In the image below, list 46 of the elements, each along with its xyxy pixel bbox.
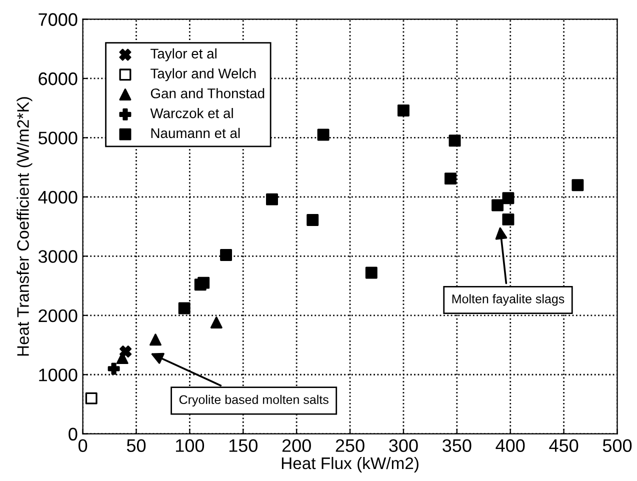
y-tick-label: 5000 — [38, 132, 78, 144]
point — [317, 128, 330, 141]
legend-label: Taylor and Welch — [150, 68, 256, 82]
point — [220, 248, 232, 261]
y-tick-label: 6000 — [38, 72, 78, 86]
x-axis-title: Heat Flux (kW/m2) — [282, 456, 418, 472]
point — [572, 179, 584, 192]
point — [444, 172, 456, 185]
point — [397, 104, 410, 116]
x-tick-label: 450 — [549, 439, 578, 452]
y-axis-title: Heat Transfer Coefficient (W/m2*K) — [16, 97, 32, 356]
point — [210, 316, 222, 328]
point — [365, 266, 378, 279]
y-tick-label: 3000 — [38, 250, 78, 263]
point — [306, 214, 319, 226]
legend-label: Naumann et al — [151, 128, 240, 138]
x-tick-label: 0 — [78, 439, 88, 452]
y-tick-label: 1000 — [39, 368, 78, 382]
y-tick-label: 0 — [68, 428, 78, 441]
x-tick-label: 400 — [496, 439, 525, 452]
x-tick-label: 250 — [336, 439, 364, 452]
y-tick-label: 4000 — [38, 190, 78, 204]
annotation: Molten fayalite slags — [452, 294, 564, 306]
legend-label: Gan and Thonstad — [150, 88, 264, 98]
point — [150, 334, 162, 346]
point — [502, 213, 514, 226]
x-tick-label: 500 — [602, 439, 632, 452]
point — [198, 276, 210, 289]
point — [448, 134, 461, 147]
point — [502, 192, 514, 204]
point — [492, 199, 504, 212]
legend-label: Warczok et al — [150, 108, 233, 118]
y-tick-label: 7000 — [38, 13, 78, 26]
x-tick-label: 200 — [282, 439, 311, 452]
y-tick-label: 2000 — [38, 309, 78, 322]
point — [178, 302, 190, 314]
x-tick-label: 350 — [442, 439, 472, 452]
annotation: Cryolite based molten salts — [179, 394, 328, 407]
point — [108, 362, 120, 375]
x-tick-label: 100 — [176, 439, 204, 452]
point — [266, 193, 278, 206]
legend-label: Taylor et al — [150, 48, 216, 62]
x-tick-label: 300 — [389, 439, 418, 452]
x-tick-label: 150 — [229, 439, 258, 452]
point — [85, 392, 98, 404]
x-tick-label: 50 — [126, 439, 146, 452]
